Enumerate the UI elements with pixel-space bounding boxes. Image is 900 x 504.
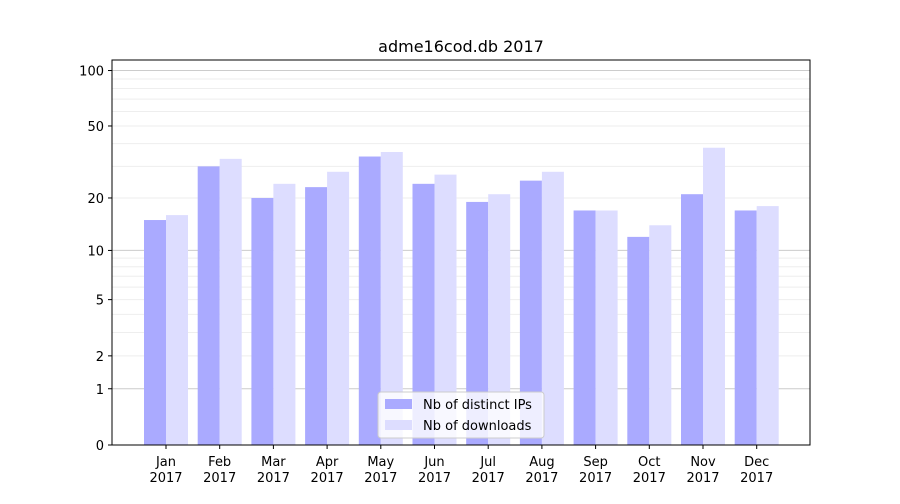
bar-downloads: [541, 171, 564, 445]
bar-distinct-ips: [734, 210, 757, 445]
bar-distinct-ips: [681, 194, 703, 445]
y-tick-label: 5: [96, 294, 104, 309]
y-tick-label: 10: [87, 244, 104, 259]
x-tick-label: May 2017: [364, 455, 397, 486]
y-tick-label: 0: [96, 439, 104, 454]
bar-distinct-ips: [358, 156, 381, 445]
legend-label-ips: Nb of distinct IPs: [423, 398, 532, 413]
y-tick-label: 20: [87, 192, 104, 207]
x-tick-label: Dec 2017: [740, 455, 773, 486]
bar-distinct-ips: [466, 201, 489, 445]
bar-distinct-ips: [251, 197, 274, 445]
bar-distinct-ips: [519, 180, 542, 445]
chart-title: adme16cod.db 2017: [378, 37, 544, 56]
bar-downloads: [756, 206, 779, 445]
legend-box: [377, 391, 545, 439]
bar-distinct-ips: [412, 183, 435, 445]
x-tick-label: Jul 2017: [472, 455, 505, 486]
x-tick-label: Jun 2017: [418, 455, 451, 486]
legend-label-downloads: Nb of downloads: [423, 419, 532, 434]
x-tick-label: Apr 2017: [311, 455, 344, 486]
bar-downloads: [219, 158, 242, 445]
legend: Nb of distinct IPs Nb of downloads: [377, 391, 545, 439]
bar-distinct-ips: [197, 166, 220, 445]
bar-downloads: [488, 194, 511, 445]
x-tick-label: Mar 2017: [257, 455, 290, 486]
x-tick-label: Oct 2017: [633, 455, 666, 486]
y-tick-label: 2: [96, 350, 104, 365]
y-tick-label: 100: [79, 65, 104, 80]
x-tick-label: Jan 2017: [149, 455, 182, 486]
bar-downloads: [327, 171, 350, 445]
y-tick-label: 1: [96, 383, 104, 398]
legend-swatch-downloads: [385, 420, 412, 430]
x-tick-label: Nov 2017: [686, 455, 719, 486]
bar-downloads: [649, 225, 672, 445]
bar-distinct-ips: [305, 187, 328, 445]
bar-downloads: [166, 215, 188, 445]
bar-downloads: [273, 183, 296, 445]
bar-downloads: [595, 210, 618, 445]
bar-distinct-ips: [573, 210, 596, 445]
bar-distinct-ips: [627, 236, 650, 445]
bar-downloads: [434, 174, 457, 445]
legend-swatch-ips: [385, 399, 412, 409]
bar-downloads: [380, 152, 403, 445]
x-tick-label: Sep 2017: [579, 455, 612, 486]
x-tick-label: Aug 2017: [525, 455, 558, 486]
y-tick-label: 50: [87, 120, 104, 135]
bar-distinct-ips: [144, 220, 166, 445]
bar-downloads: [703, 147, 725, 446]
plot-frame: [111, 59, 811, 446]
x-tick-label: Feb 2017: [203, 455, 236, 486]
